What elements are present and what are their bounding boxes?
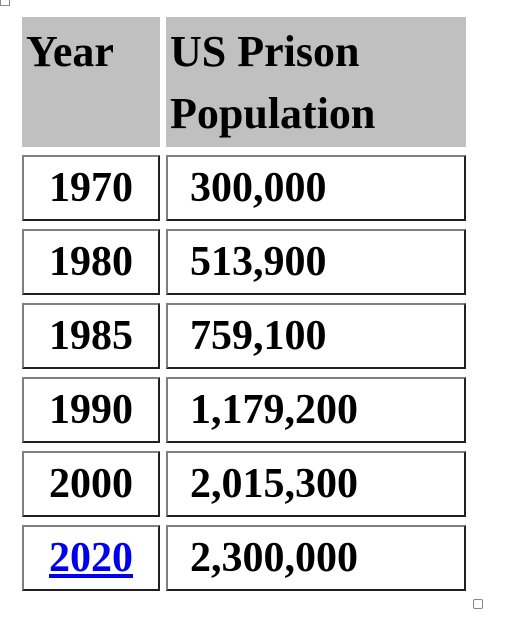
broken-image-icon <box>0 0 10 6</box>
population-cell: 759,100 <box>166 303 466 369</box>
year-cell: 1985 <box>22 303 160 369</box>
population-cell: 2,015,300 <box>166 451 466 517</box>
year-cell: 1980 <box>22 229 160 295</box>
population-cell: 513,900 <box>166 229 466 295</box>
population-cell: 1,179,200 <box>166 377 466 443</box>
year-cell: 1970 <box>22 155 160 221</box>
header-cell: Year <box>22 17 160 147</box>
year-link[interactable]: 2020 <box>49 535 133 581</box>
header-cell: US Prison Population <box>166 17 466 147</box>
resize-handle <box>473 599 483 609</box>
year-cell: 2000 <box>22 451 160 517</box>
population-cell: 300,000 <box>166 155 466 221</box>
year-cell: 1990 <box>22 377 160 443</box>
year-cell: 2020 <box>22 525 160 591</box>
population-cell: 2,300,000 <box>166 525 466 591</box>
